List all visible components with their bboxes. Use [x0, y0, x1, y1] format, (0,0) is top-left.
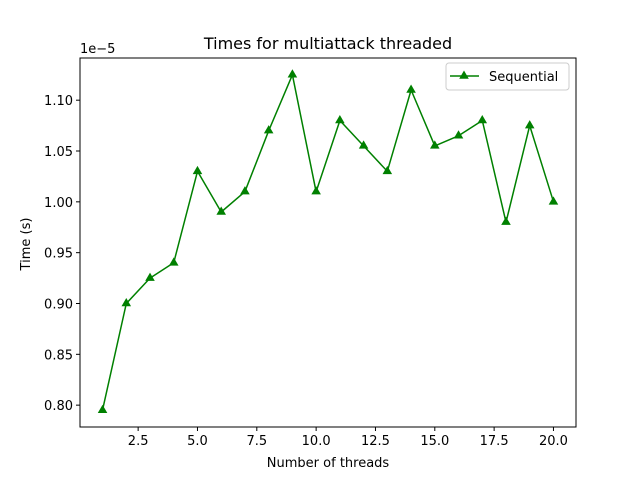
y-tick-label: 1.05: [44, 145, 73, 160]
y-tick-label: 1.00: [44, 196, 73, 211]
y-scale-factor: 1e−5: [80, 42, 115, 57]
y-tick-label: 1.10: [44, 94, 73, 109]
data-point: [358, 140, 369, 149]
chart-title: Times for multiattack threaded: [203, 34, 452, 53]
legend-box: [445, 62, 570, 91]
data-point: [477, 115, 488, 124]
data-point: [453, 130, 464, 139]
plot-area: 2.5 5.0 7.5 10.0 12.5 15.0 17.5 20.0 0.80 0.85 0.9…: [44, 57, 577, 449]
legend-series-marker: [459, 70, 469, 79]
x-tick-label: 17.5: [480, 434, 509, 449]
x-tick-label: 7.5: [246, 434, 267, 449]
y-tick-label: 0.80: [44, 399, 73, 414]
y-tick-label: 0.85: [44, 348, 73, 363]
data-point: [524, 120, 535, 129]
x-tick-label: 5.0: [187, 434, 208, 449]
y-axis-title: Time (s): [19, 218, 34, 272]
x-tick-label: 20.0: [539, 434, 568, 449]
data-point: [263, 125, 274, 134]
data-point: [168, 257, 179, 266]
data-point: [216, 206, 226, 215]
data-point: [287, 69, 298, 78]
x-tick-label: 10.0: [302, 434, 331, 449]
axes-frame: [79, 57, 577, 428]
x-tick-label: 12.5: [361, 434, 390, 449]
data-point: [501, 216, 511, 225]
data-point: [121, 297, 132, 307]
data-point: [311, 186, 321, 195]
data-point: [97, 404, 108, 413]
legend: Sequential: [445, 62, 570, 91]
data-point: [382, 165, 393, 175]
x-tick-label: 2.5: [128, 434, 149, 449]
data-point: [548, 196, 559, 205]
data-point: [430, 140, 440, 149]
y-tick-label: 0.95: [44, 247, 73, 262]
x-tick-label: 15.0: [420, 434, 449, 449]
data-point: [145, 272, 155, 281]
y-tick-label: 0.90: [44, 297, 73, 312]
data-point: [192, 165, 203, 175]
data-point: [335, 115, 345, 124]
legend-label-sequential: Sequential: [489, 70, 558, 85]
data-point: [240, 186, 250, 195]
data-point: [406, 84, 416, 93]
x-axis-title: Number of threads: [267, 456, 390, 471]
